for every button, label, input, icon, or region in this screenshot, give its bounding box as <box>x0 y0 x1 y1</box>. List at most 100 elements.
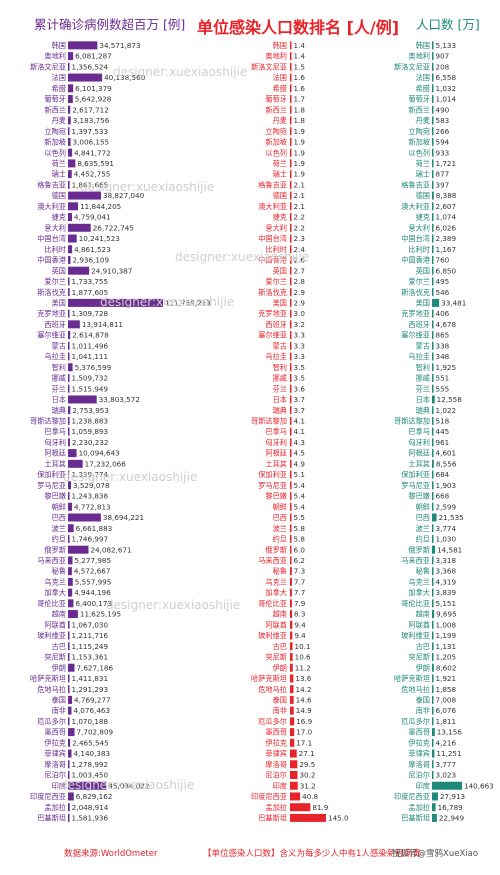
ratio-bar <box>290 792 301 801</box>
population-category-label: 希腊 <box>416 84 430 93</box>
population-category-label: 法国 <box>416 73 430 82</box>
cases-category-label: 孟加拉 <box>44 803 66 812</box>
population-value-label: 1,131 <box>436 642 457 651</box>
population-value-label: 140,663 <box>464 781 494 790</box>
population-category-label: 马来西亚 <box>401 556 430 565</box>
population-bar <box>432 309 434 318</box>
ratio-category-label: 德国 <box>273 191 287 200</box>
population-bar <box>432 481 434 490</box>
population-category-label: 伊拉克 <box>408 738 430 747</box>
cases-category-label: 智利 <box>52 363 66 372</box>
population-bar <box>432 599 434 608</box>
population-category-label: 智利 <box>416 363 430 372</box>
cases-bar <box>68 255 71 264</box>
population-category-label: 意大利 <box>408 223 430 232</box>
author-signature: 搜狐号@雪鸦XueXiao <box>392 849 479 859</box>
ratio-category-label: 塞尔维亚 <box>258 331 287 340</box>
cases-value-label: 5,642,928 <box>75 95 112 104</box>
ratio-category-label: 法国 <box>273 73 287 82</box>
population-category-label: 德国 <box>416 191 430 200</box>
ratio-bar <box>290 213 292 222</box>
cases-category-label: 印度 <box>52 781 66 790</box>
population-bar <box>432 363 434 372</box>
cases-value-label: 1,581,936 <box>72 814 109 823</box>
population-category-label: 巴拿马 <box>408 427 430 436</box>
cases-category-label: 希腊 <box>52 84 66 93</box>
population-category-label: 斯洛文尼亚 <box>394 62 430 71</box>
population-category-label: 摩洛哥 <box>408 760 430 769</box>
population-bar <box>432 266 434 275</box>
population-category-label: 尼泊尔 <box>408 771 430 780</box>
ratio-bar <box>290 449 292 458</box>
ratio-value-label: 5.4 <box>294 492 306 501</box>
population-category-label: 印度尼西亚 <box>394 792 430 801</box>
population-value-label: 1,811 <box>436 717 457 726</box>
ratio-bar <box>290 148 292 157</box>
ratio-bar <box>290 771 298 780</box>
population-category-label: 塞尔维亚 <box>401 331 430 340</box>
ratio-category-label: 马来西亚 <box>258 556 287 565</box>
cases-bar <box>68 470 70 479</box>
population-value-label: 13,156 <box>437 728 463 737</box>
ratio-bar <box>290 685 294 694</box>
ratio-value-label: 7.3 <box>294 567 305 576</box>
ratio-value-label: 11.2 <box>295 663 311 672</box>
ratio-category-label: 爱尔兰 <box>265 277 287 286</box>
population-value-label: 2,599 <box>436 502 457 511</box>
cases-category-label: 巴西 <box>52 513 66 522</box>
population-category-label: 阿根廷 <box>408 449 430 458</box>
cases-bar <box>68 52 74 61</box>
cases-value-label: 1,041,111 <box>72 352 109 361</box>
ratio-bar <box>290 373 292 382</box>
population-bar <box>432 384 434 393</box>
cases-bar <box>68 234 77 243</box>
ratio-category-label: 保加利亚 <box>258 470 287 479</box>
ratio-category-label: 立陶宛 <box>265 127 287 136</box>
cases-category-label: 以色列 <box>44 148 66 157</box>
cases-value-label: 1,211,716 <box>72 631 109 640</box>
population-category-label: 罗马尼亚 <box>401 481 430 490</box>
population-value-label: 3,777 <box>436 760 457 769</box>
population-bar <box>432 213 434 222</box>
ratio-category-label: 英国 <box>273 266 287 275</box>
population-bar <box>432 459 434 468</box>
population-category-label: 朝鲜 <box>416 502 430 511</box>
cases-value-label: 1,115,249 <box>72 642 109 651</box>
ratio-value-label: 5.8 <box>294 524 306 533</box>
population-category-label: 约旦 <box>416 535 430 544</box>
cases-value-label: 7,702,809 <box>77 728 114 737</box>
population-bar <box>432 416 434 425</box>
cases-bar <box>68 652 70 661</box>
cases-bar <box>68 438 70 447</box>
cases-value-label: 4,076,463 <box>73 706 110 715</box>
ratio-value-label: 4.9 <box>294 459 306 468</box>
population-bar <box>432 588 434 597</box>
ratio-category-label: 斯洛文尼亚 <box>251 62 287 71</box>
population-value-label: 877 <box>436 170 450 179</box>
population-bar <box>432 331 434 340</box>
population-value-label: 266 <box>436 127 450 136</box>
population-bar <box>432 749 435 758</box>
cases-bar <box>68 781 107 790</box>
ratio-bar <box>290 470 292 479</box>
population-value-label: 961 <box>436 438 450 447</box>
ratio-bar <box>290 567 292 576</box>
population-value-label: 21,535 <box>439 513 464 522</box>
ratio-value-label: 3.2 <box>294 320 305 329</box>
ratio-value-label: 3.3 <box>294 352 305 361</box>
ratio-category-label: 阿根廷 <box>265 449 287 458</box>
ratio-category-label: 朝鲜 <box>273 502 287 511</box>
cases-value-label: 2,465,545 <box>72 738 109 747</box>
cases-bar <box>68 771 70 780</box>
cases-bar <box>68 202 79 211</box>
cases-value-label: 10,241,523 <box>79 234 120 243</box>
ratio-category-label: 古巴 <box>273 642 287 651</box>
cases-bar <box>68 277 70 286</box>
population-value-label: 9,695 <box>436 610 457 619</box>
cases-category-label: 秘鲁 <box>52 567 66 576</box>
cases-bar <box>68 695 73 704</box>
cases-value-label: 1,733,755 <box>72 277 109 286</box>
population-bar <box>432 738 434 747</box>
ratio-bar <box>290 706 294 715</box>
population-value-label: 583 <box>436 116 450 125</box>
